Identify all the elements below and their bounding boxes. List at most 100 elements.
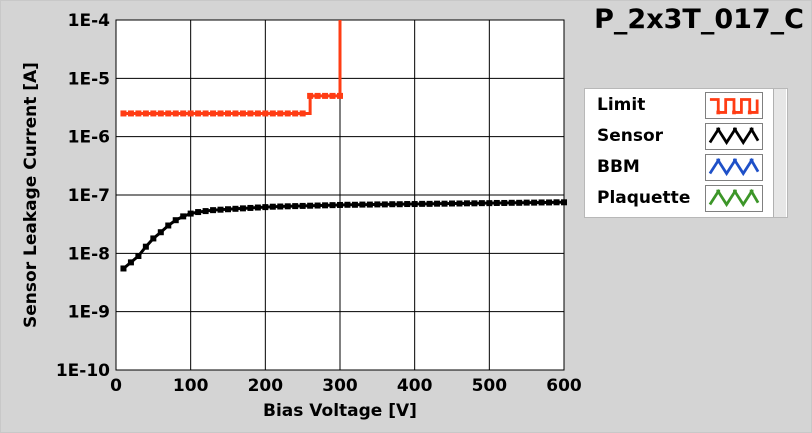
- data-point: [180, 213, 187, 220]
- legend-label: Sensor: [597, 126, 664, 146]
- data-point: [120, 110, 127, 117]
- data-point: [284, 203, 291, 210]
- legend-scrollbar[interactable]: [773, 89, 786, 217]
- data-point: [337, 201, 343, 208]
- data-point: [396, 201, 403, 208]
- data-point: [351, 201, 358, 208]
- data-point: [389, 201, 396, 208]
- data-point: [314, 202, 321, 209]
- data-point: [419, 200, 426, 207]
- data-point: [434, 200, 441, 207]
- series-sensor: [120, 199, 567, 272]
- data-point: [292, 203, 299, 210]
- data-point: [150, 110, 157, 117]
- data-point: [187, 210, 194, 217]
- x-tick-label: 500: [472, 376, 508, 396]
- data-point: [501, 199, 508, 206]
- data-point: [516, 199, 523, 206]
- data-point: [217, 206, 224, 213]
- data-point: [411, 201, 418, 208]
- data-point: [262, 204, 269, 211]
- data-point: [546, 199, 553, 206]
- data-point: [322, 202, 329, 209]
- triangle-wave-line-icon: [705, 154, 763, 181]
- y-axis-label: Sensor Leakage Current [A]: [21, 62, 41, 328]
- data-point: [217, 110, 224, 117]
- grid-lines: [115, 19, 565, 371]
- y-tick-label: 1E-10: [56, 361, 110, 381]
- data-point: [523, 199, 530, 206]
- data-point: [195, 110, 202, 117]
- data-point: [172, 110, 179, 117]
- data-point: [127, 110, 134, 117]
- data-point: [381, 201, 388, 208]
- legend-item-sensor[interactable]: Sensor: [585, 122, 785, 152]
- data-point: [344, 201, 351, 208]
- data-point: [202, 208, 209, 215]
- data-point: [486, 200, 493, 207]
- legend-item-plaquette[interactable]: Plaquette: [585, 184, 785, 214]
- data-point: [239, 205, 246, 212]
- data-point: [366, 201, 373, 208]
- data-point: [299, 202, 306, 209]
- data-point: [165, 110, 172, 117]
- data-point: [172, 217, 179, 224]
- data-point: [120, 265, 127, 272]
- data-point: [538, 199, 545, 206]
- data-point: [329, 92, 336, 99]
- x-tick-label: 300: [322, 376, 358, 396]
- legend-item-bbm[interactable]: BBM: [585, 153, 785, 183]
- data-point: [254, 110, 261, 117]
- legend-label: Limit: [597, 95, 646, 115]
- legend-label: BBM: [597, 157, 640, 177]
- y-tick-label: 1E-4: [68, 11, 110, 31]
- series-limit: [120, 20, 343, 117]
- y-tick-label: 1E-5: [68, 69, 110, 89]
- data-point: [359, 201, 366, 208]
- data-point: [277, 110, 284, 117]
- data-point: [471, 200, 478, 207]
- data-point: [157, 229, 164, 236]
- data-point: [307, 202, 314, 209]
- data-point: [493, 199, 500, 206]
- square-wave-line-icon: [705, 92, 763, 119]
- data-point: [232, 110, 239, 117]
- data-point: [210, 110, 217, 117]
- data-point: [127, 259, 134, 266]
- data-point: [202, 110, 209, 117]
- data-point: [225, 110, 231, 117]
- data-point: [292, 110, 299, 117]
- data-point: [374, 201, 381, 208]
- data-point: [449, 200, 455, 207]
- x-tick-label: 100: [173, 376, 209, 396]
- legend-label: Plaquette: [597, 188, 691, 208]
- data-point: [142, 243, 149, 250]
- plot-title: P_2x3T_017_C: [594, 4, 804, 35]
- data-point: [135, 110, 142, 117]
- data-point: [463, 200, 470, 207]
- y-tick-label: 1E-6: [68, 128, 110, 148]
- data-point: [180, 110, 187, 117]
- data-point: [254, 204, 261, 211]
- data-point: [441, 200, 448, 207]
- data-point: [329, 202, 336, 209]
- data-point: [299, 110, 306, 117]
- triangle-wave-line-icon: [705, 123, 763, 150]
- y-tick-label: 1E-8: [68, 244, 110, 264]
- tick-labels: 0 100 200 300 400 500 600 1E-10 1E-9 1E-8 1E-7 1E-6…: [56, 11, 582, 396]
- data-point: [561, 199, 567, 206]
- legend-item-limit[interactable]: Limit: [585, 91, 785, 121]
- x-tick-label: 0: [110, 376, 122, 396]
- x-tick-label: 400: [397, 376, 433, 396]
- data-point: [284, 110, 291, 117]
- data-point: [150, 235, 157, 242]
- data-point: [262, 110, 269, 117]
- data-point: [247, 204, 254, 211]
- data-point: [322, 92, 329, 99]
- legend[interactable]: Limit Sensor BBM Plaquette: [584, 88, 788, 218]
- data-point: [478, 200, 485, 207]
- data-point: [553, 199, 560, 206]
- data-point: [239, 110, 246, 117]
- y-tick-label: 1E-9: [68, 303, 110, 323]
- data-point: [337, 92, 343, 99]
